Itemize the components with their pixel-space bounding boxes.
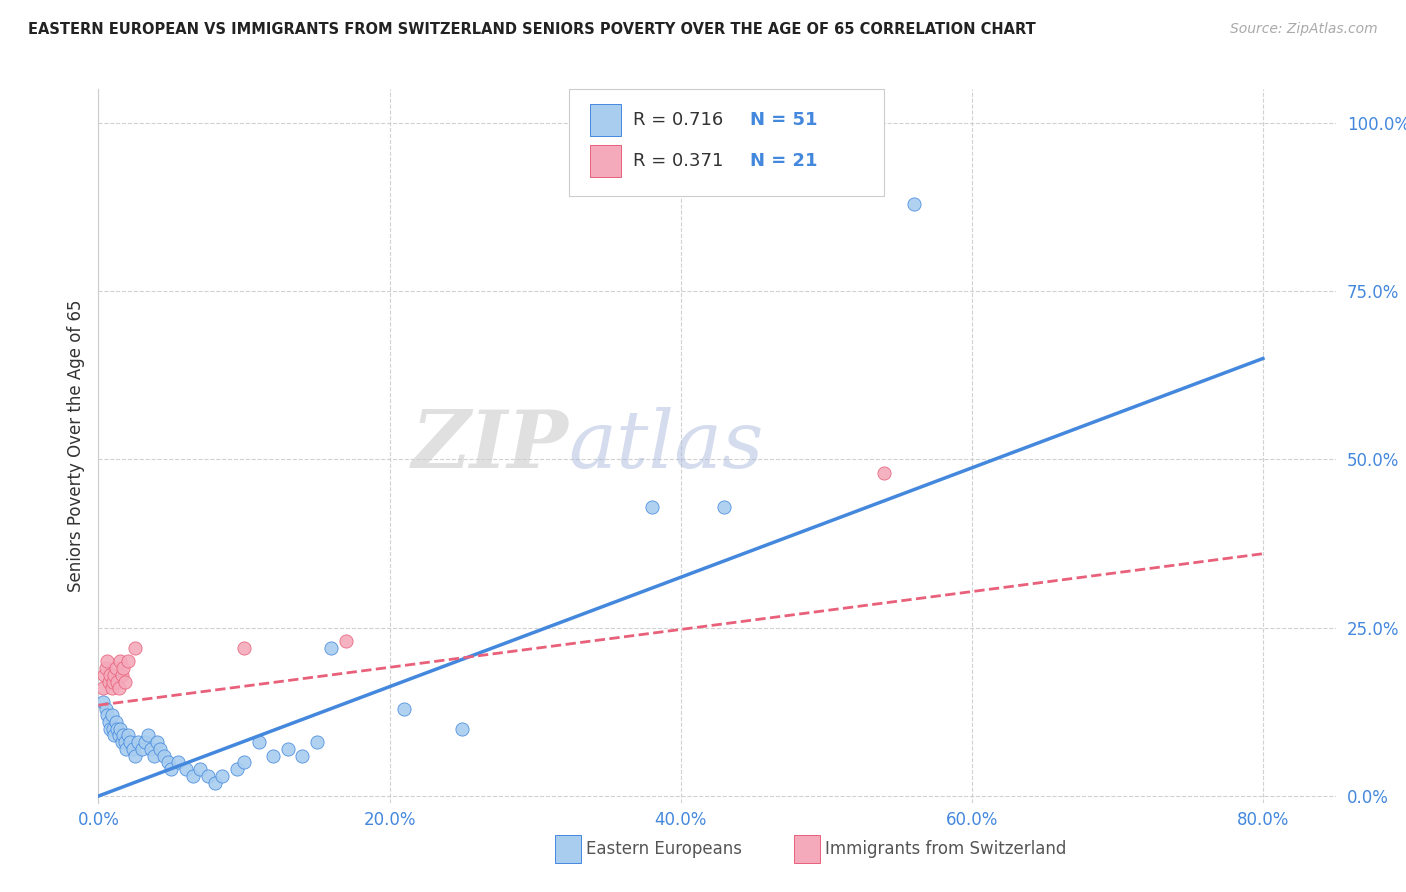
Point [136,729,159,743]
Point [139,742,162,756]
Point [174,762,197,776]
Point [120,735,142,749]
Text: N = 21: N = 21 [751,152,818,169]
Point [640,500,662,514]
Point [197,769,219,783]
Point [153,748,176,763]
Point [103,729,125,743]
Point [233,640,256,655]
Point [105,722,128,736]
Point [305,735,328,749]
Point [145,735,167,749]
Point [873,466,896,480]
Point [117,729,139,743]
Point [131,742,153,756]
Point [160,762,183,776]
Point [903,196,925,211]
Point [134,735,156,749]
Point [101,722,124,736]
Text: R = 0.716: R = 0.716 [633,111,723,128]
Point [105,674,128,689]
Point [112,661,135,675]
Point [107,729,129,743]
Point [291,748,314,763]
Point [98,722,121,736]
Point [157,756,180,770]
Point [97,674,120,689]
Point [451,722,474,736]
Point [225,762,247,776]
Text: EASTERN EUROPEAN VS IMMIGRANTS FROM SWITZERLAND SENIORS POVERTY OVER THE AGE OF : EASTERN EUROPEAN VS IMMIGRANTS FROM SWIT… [28,22,1036,37]
Point [124,640,146,655]
Point [233,756,256,770]
Text: atlas: atlas [568,408,763,484]
Point [91,681,114,696]
Point [181,769,204,783]
Point [110,722,132,736]
Text: N = 51: N = 51 [751,111,818,128]
Point [96,708,118,723]
Point [104,661,127,675]
Point [124,748,146,763]
Point [148,742,170,756]
Text: Immigrants from Switzerland: Immigrants from Switzerland [825,840,1067,858]
Point [93,668,115,682]
Point [262,748,284,763]
Point [335,634,357,648]
Point [142,748,165,763]
Point [101,674,124,689]
Point [91,695,114,709]
Point [167,756,190,770]
Point [112,729,135,743]
Text: R = 0.371: R = 0.371 [633,152,723,169]
Point [211,769,233,783]
Point [104,714,127,729]
Point [100,708,122,723]
Point [100,681,122,696]
Point [94,701,117,715]
Point [122,742,145,756]
Y-axis label: Seniors Poverty Over the Age of 65: Seniors Poverty Over the Age of 65 [66,300,84,592]
Point [97,714,120,729]
Point [713,500,735,514]
Point [127,735,149,749]
FancyBboxPatch shape [589,145,620,177]
Point [103,668,125,682]
Point [96,655,118,669]
Point [321,640,343,655]
Point [94,661,117,675]
Text: Source: ZipAtlas.com: Source: ZipAtlas.com [1230,22,1378,37]
FancyBboxPatch shape [589,103,620,136]
Point [111,668,134,682]
Point [204,775,226,789]
Point [115,742,138,756]
Point [98,668,121,682]
Point [107,681,129,696]
Point [247,735,270,749]
Point [110,655,132,669]
Point [277,742,299,756]
Point [188,762,211,776]
Text: ZIP: ZIP [412,408,568,484]
Point [111,735,134,749]
Text: Eastern Europeans: Eastern Europeans [586,840,742,858]
FancyBboxPatch shape [568,89,884,196]
Point [114,674,136,689]
Point [117,655,139,669]
Point [392,701,415,715]
Point [114,735,136,749]
